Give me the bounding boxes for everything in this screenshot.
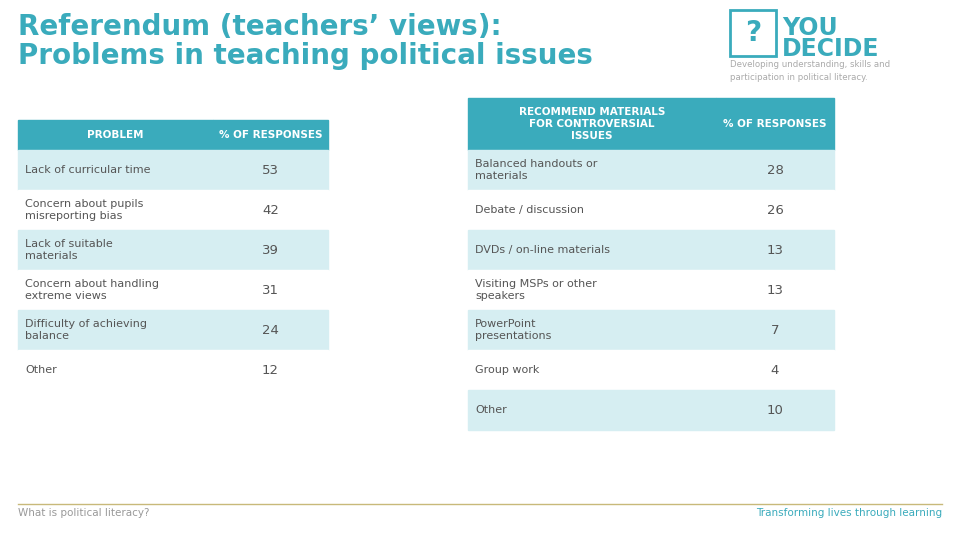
Text: Problems in teaching political issues: Problems in teaching political issues xyxy=(18,42,593,70)
Text: Debate / discussion: Debate / discussion xyxy=(475,205,584,215)
Text: % OF RESPONSES: % OF RESPONSES xyxy=(219,130,323,140)
Text: 53: 53 xyxy=(262,164,279,177)
Bar xyxy=(716,98,834,150)
Text: Developing understanding, skills and
participation in political literacy.: Developing understanding, skills and par… xyxy=(730,60,890,82)
Text: Group work: Group work xyxy=(475,365,540,375)
Text: 12: 12 xyxy=(262,363,279,376)
Bar xyxy=(468,230,834,270)
Text: 39: 39 xyxy=(262,244,279,256)
Text: 31: 31 xyxy=(262,284,279,296)
Text: YOU: YOU xyxy=(782,16,838,40)
Bar xyxy=(18,350,328,390)
Text: What is political literacy?: What is political literacy? xyxy=(18,508,150,518)
Text: ?: ? xyxy=(745,19,761,47)
Text: 13: 13 xyxy=(766,284,783,296)
Bar xyxy=(468,98,716,150)
Text: 7: 7 xyxy=(771,323,780,336)
Bar xyxy=(468,270,834,310)
Bar xyxy=(468,150,834,190)
Bar xyxy=(468,190,834,230)
Text: 26: 26 xyxy=(767,204,783,217)
Text: Other: Other xyxy=(25,365,57,375)
Bar xyxy=(18,310,328,350)
Bar xyxy=(468,350,834,390)
Text: Lack of curricular time: Lack of curricular time xyxy=(25,165,151,175)
Text: Difficulty of achieving
balance: Difficulty of achieving balance xyxy=(25,319,147,341)
Text: 28: 28 xyxy=(767,164,783,177)
Bar xyxy=(213,120,328,150)
Text: 13: 13 xyxy=(766,244,783,256)
Text: DECIDE: DECIDE xyxy=(782,37,879,61)
Bar xyxy=(18,120,213,150)
Text: 4: 4 xyxy=(771,363,780,376)
Text: Referendum (teachers’ views):: Referendum (teachers’ views): xyxy=(18,13,502,41)
Text: Concern about handling
extreme views: Concern about handling extreme views xyxy=(25,279,159,301)
Text: Balanced handouts or
materials: Balanced handouts or materials xyxy=(475,159,597,181)
Bar xyxy=(18,230,328,270)
Text: PROBLEM: PROBLEM xyxy=(87,130,144,140)
Text: RECOMMEND MATERIALS
FOR CONTROVERSIAL
ISSUES: RECOMMEND MATERIALS FOR CONTROVERSIAL IS… xyxy=(518,107,665,140)
Text: Lack of suitable
materials: Lack of suitable materials xyxy=(25,239,112,261)
Bar xyxy=(468,310,834,350)
Text: DVDs / on-line materials: DVDs / on-line materials xyxy=(475,245,610,255)
Text: % OF RESPONSES: % OF RESPONSES xyxy=(723,119,827,129)
Bar xyxy=(18,190,328,230)
Text: 24: 24 xyxy=(262,323,279,336)
Text: Visiting MSPs or other
speakers: Visiting MSPs or other speakers xyxy=(475,279,597,301)
Bar xyxy=(468,390,834,430)
Text: 10: 10 xyxy=(767,403,783,416)
Text: Transforming lives through learning: Transforming lives through learning xyxy=(756,508,942,518)
Text: Concern about pupils
misreporting bias: Concern about pupils misreporting bias xyxy=(25,199,143,221)
Bar xyxy=(18,150,328,190)
Text: 42: 42 xyxy=(262,204,279,217)
Bar xyxy=(18,270,328,310)
Bar xyxy=(730,10,776,56)
Text: Other: Other xyxy=(475,405,507,415)
Text: PowerPoint
presentations: PowerPoint presentations xyxy=(475,319,551,341)
